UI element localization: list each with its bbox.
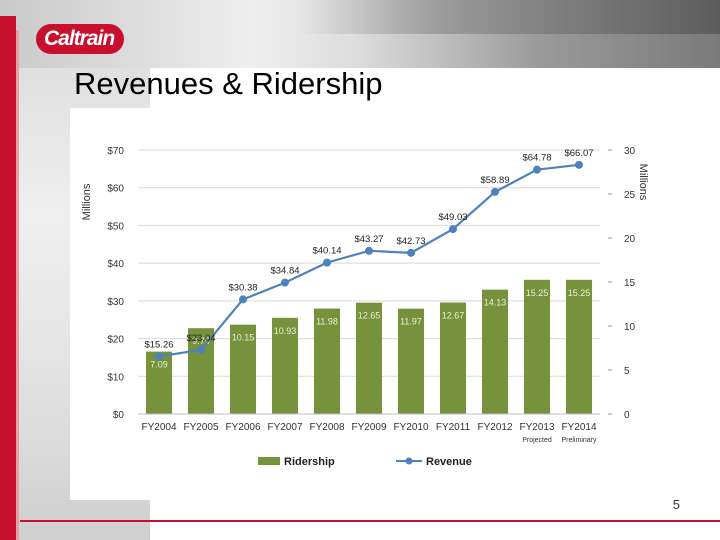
revenue-point-label: $34.84 — [270, 266, 299, 277]
left-tick-label: $20 — [107, 335, 124, 346]
right-tick-label: 5 — [624, 366, 630, 377]
revenue-point — [239, 295, 247, 304]
x-tick-label: FY2011 — [436, 422, 471, 433]
ridership-bar — [481, 289, 509, 414]
x-tick-label: FY2010 — [393, 422, 428, 433]
ridership-bar — [313, 308, 341, 414]
ridership-bar — [271, 317, 299, 414]
left-tick-label: $10 — [107, 372, 124, 383]
left-tick-label: $40 — [107, 259, 124, 270]
ridership-bar-label: 10.93 — [274, 326, 297, 336]
x-tick-label: FY2007 — [267, 422, 302, 433]
right-tick-label: 15 — [624, 278, 636, 289]
right-tick-label: 30 — [624, 146, 636, 157]
x-tick-label: FY2009 — [351, 422, 386, 433]
right-tick-label: 25 — [624, 190, 636, 201]
x-tick-label: FY2008 — [309, 422, 344, 433]
revenue-point — [323, 258, 331, 267]
ridership-bar — [565, 279, 593, 414]
revenue-point — [449, 225, 457, 234]
revenue-point-label: $66.07 — [564, 148, 593, 159]
right-tick-label: 0 — [624, 410, 630, 421]
slide-title: Revenues & Ridership — [74, 66, 383, 101]
left-tick-label: $30 — [107, 297, 124, 308]
ridership-bar-label: 14.13 — [484, 298, 507, 308]
revenue-point — [575, 160, 583, 169]
ridership-bar — [229, 324, 257, 414]
ridership-bar — [523, 279, 551, 414]
accent-red-stripe — [16, 30, 19, 540]
ridership-bar-label: 15.25 — [526, 288, 549, 298]
x-tick-label: FY2014 — [561, 422, 596, 433]
revenue-point-label: $23.04 — [186, 333, 215, 344]
ridership-bar-label: 11.98 — [316, 317, 338, 327]
revenue-point-label: $30.38 — [228, 282, 257, 293]
revenue-point — [365, 246, 373, 255]
right-tick-label: 20 — [624, 234, 636, 245]
revenue-point-label: $43.27 — [354, 234, 383, 245]
legend-revenue-label: Revenue — [426, 456, 472, 468]
revenue-point-label: $40.14 — [312, 246, 341, 257]
ridership-bar — [397, 308, 425, 414]
logo-wordmark: Caltrain — [36, 24, 125, 54]
ridership-bar — [187, 328, 215, 414]
ridership-bar — [355, 302, 383, 414]
left-tick-label: $60 — [107, 184, 124, 195]
x-tick-label: FY2005 — [183, 422, 218, 433]
bottom-rule — [20, 520, 720, 522]
legend-revenue-marker — [405, 457, 413, 465]
legend-ridership-swatch — [258, 457, 280, 465]
revenue-ridership-chart: 7.09 9.75 10.15 10.93 11.98 12.65 11.97 12.67 14… — [81, 146, 649, 468]
revenue-point-label: $64.78 — [522, 153, 551, 164]
left-tick-label: $50 — [107, 221, 124, 232]
left-axis-title: Millions — [81, 183, 93, 220]
x-tick-note: Projected — [522, 437, 552, 444]
ridership-bar-label: 11.97 — [400, 317, 422, 327]
chart-panel: 7.09 9.75 10.15 10.93 11.98 12.65 11.97 12.67 14… — [70, 108, 674, 500]
ridership-bar — [439, 302, 467, 414]
revenue-point — [197, 345, 205, 354]
right-axis-title: Millions — [637, 164, 649, 201]
revenue-point-label: $58.89 — [480, 175, 509, 186]
ridership-bar-label: 10.15 — [232, 333, 255, 343]
ridership-bar-label: 12.65 — [358, 311, 381, 321]
x-tick-label: FY2004 — [141, 422, 176, 433]
x-tick-label: FY2006 — [225, 422, 260, 433]
revenue-point — [155, 352, 163, 361]
left-tick-label: $70 — [107, 146, 124, 157]
revenue-point-label: $15.26 — [144, 339, 173, 350]
ridership-bar-label: 15.25 — [568, 288, 591, 298]
background-top-shade — [300, 0, 720, 34]
revenue-point-label: $42.73 — [396, 236, 425, 247]
ridership-bar — [145, 351, 173, 414]
x-tick-label: FY2013 — [519, 422, 554, 433]
caltrain-logo: Caltrain — [36, 24, 125, 54]
left-tick-label: $0 — [113, 410, 125, 421]
revenue-point-label: $49.03 — [438, 212, 467, 223]
page-number: 5 — [672, 497, 680, 512]
accent-red-bar — [0, 16, 16, 540]
ridership-bar-label: 7.09 — [150, 360, 168, 370]
revenue-point — [491, 187, 499, 196]
x-tick-note: Preliminary — [561, 437, 597, 444]
revenue-point — [281, 278, 289, 287]
right-tick-label: 10 — [624, 322, 636, 333]
revenue-point — [533, 165, 541, 174]
legend-ridership-label: Ridership — [284, 456, 335, 468]
ridership-bar-label: 12.67 — [442, 311, 465, 321]
revenue-point — [407, 248, 415, 257]
x-tick-label: FY2012 — [477, 422, 512, 433]
ridership-bar-label: 9.75 — [192, 336, 210, 346]
